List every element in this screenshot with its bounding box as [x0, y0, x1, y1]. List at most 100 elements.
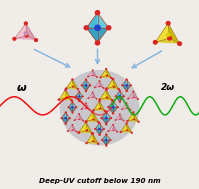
Circle shape: [78, 95, 80, 97]
Circle shape: [71, 112, 73, 114]
Polygon shape: [79, 122, 87, 132]
Circle shape: [98, 100, 101, 103]
Polygon shape: [102, 112, 111, 118]
Circle shape: [130, 84, 132, 86]
Polygon shape: [94, 108, 105, 111]
Circle shape: [71, 101, 73, 103]
Polygon shape: [82, 108, 90, 110]
Circle shape: [64, 117, 67, 119]
Polygon shape: [133, 112, 139, 122]
Polygon shape: [88, 75, 97, 77]
Polygon shape: [66, 112, 70, 124]
Polygon shape: [82, 85, 90, 91]
Circle shape: [67, 106, 69, 108]
Polygon shape: [72, 102, 76, 113]
Polygon shape: [95, 129, 104, 135]
Circle shape: [112, 84, 114, 86]
Circle shape: [92, 139, 94, 141]
Circle shape: [105, 68, 107, 70]
Circle shape: [99, 107, 101, 109]
Circle shape: [107, 106, 110, 108]
Text: 2ω: 2ω: [161, 83, 175, 92]
Circle shape: [24, 21, 28, 26]
Circle shape: [65, 123, 67, 125]
Polygon shape: [120, 114, 124, 121]
Circle shape: [92, 111, 94, 113]
Circle shape: [94, 128, 96, 130]
Circle shape: [105, 123, 107, 125]
Polygon shape: [107, 87, 119, 89]
Polygon shape: [116, 96, 124, 102]
Polygon shape: [106, 90, 112, 100]
Circle shape: [85, 90, 87, 92]
Circle shape: [78, 91, 80, 92]
Circle shape: [166, 21, 171, 26]
Circle shape: [75, 106, 77, 108]
Circle shape: [85, 120, 88, 123]
Polygon shape: [79, 114, 83, 121]
Circle shape: [119, 118, 121, 120]
Circle shape: [126, 120, 129, 122]
Circle shape: [75, 95, 77, 97]
Circle shape: [98, 122, 101, 124]
Circle shape: [112, 78, 114, 80]
Circle shape: [24, 34, 29, 38]
Circle shape: [105, 117, 108, 119]
Polygon shape: [108, 107, 118, 113]
Circle shape: [65, 96, 68, 99]
Text: Deep-UV cutoff below 190 nm: Deep-UV cutoff below 190 nm: [39, 178, 160, 184]
Circle shape: [121, 108, 123, 110]
Circle shape: [96, 98, 98, 100]
Polygon shape: [68, 125, 73, 131]
Circle shape: [92, 117, 94, 119]
Polygon shape: [108, 101, 113, 113]
Circle shape: [95, 10, 100, 15]
Polygon shape: [86, 134, 94, 143]
Circle shape: [85, 129, 88, 132]
Circle shape: [105, 95, 107, 97]
Polygon shape: [122, 108, 131, 110]
Polygon shape: [107, 79, 114, 89]
Circle shape: [87, 98, 89, 99]
Polygon shape: [127, 112, 134, 121]
Circle shape: [112, 112, 114, 115]
Polygon shape: [113, 125, 117, 132]
Circle shape: [105, 145, 107, 147]
Circle shape: [104, 110, 106, 112]
Polygon shape: [122, 79, 127, 91]
Polygon shape: [93, 134, 98, 144]
Polygon shape: [26, 23, 36, 40]
Polygon shape: [86, 28, 109, 43]
Polygon shape: [76, 91, 83, 96]
Circle shape: [126, 107, 128, 109]
Circle shape: [81, 84, 83, 86]
Polygon shape: [95, 123, 100, 135]
Circle shape: [92, 96, 94, 98]
Polygon shape: [102, 118, 111, 124]
Circle shape: [132, 91, 134, 92]
Circle shape: [119, 95, 121, 98]
Circle shape: [78, 117, 80, 119]
Polygon shape: [68, 107, 76, 113]
Polygon shape: [108, 101, 118, 107]
Circle shape: [125, 84, 128, 87]
Polygon shape: [128, 91, 134, 99]
Polygon shape: [86, 13, 109, 28]
Circle shape: [115, 95, 117, 97]
Circle shape: [82, 120, 84, 122]
Circle shape: [106, 74, 108, 77]
Polygon shape: [74, 114, 79, 120]
Circle shape: [99, 80, 100, 82]
Circle shape: [123, 120, 125, 121]
Circle shape: [81, 108, 82, 110]
Circle shape: [121, 84, 123, 86]
Circle shape: [112, 106, 114, 108]
Circle shape: [110, 77, 112, 79]
Circle shape: [120, 131, 122, 133]
Polygon shape: [76, 91, 79, 101]
Circle shape: [77, 131, 80, 134]
Polygon shape: [121, 123, 127, 132]
Circle shape: [95, 40, 100, 46]
Circle shape: [34, 38, 38, 42]
Polygon shape: [86, 103, 90, 110]
